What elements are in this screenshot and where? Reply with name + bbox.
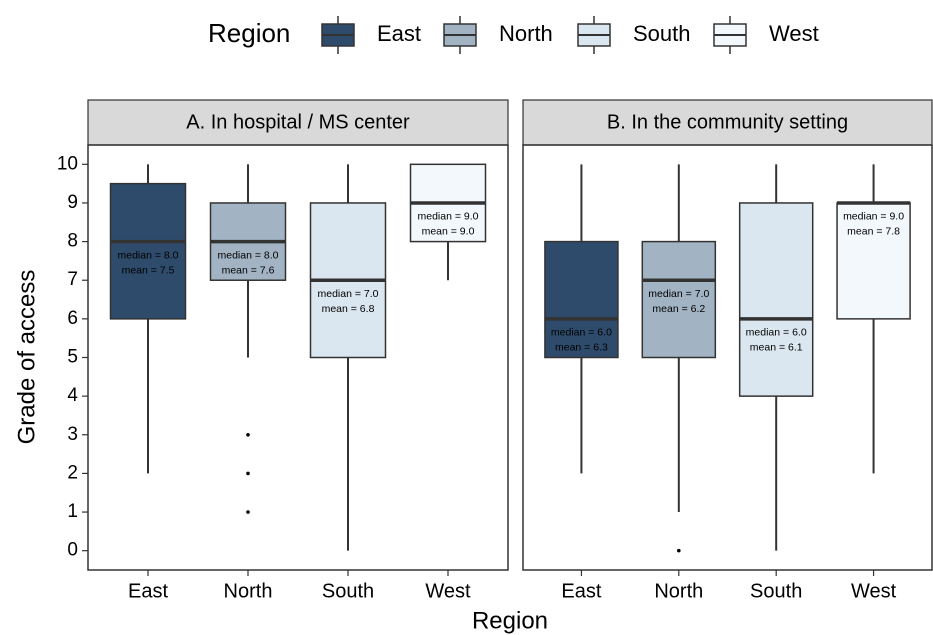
y-tick-label: 10 (57, 153, 78, 174)
median-label: median = 8.0 (217, 249, 278, 261)
y-tick-label: 9 (67, 192, 78, 213)
median-label: median = 9.0 (417, 211, 478, 223)
outlier (677, 548, 681, 553)
facet-title: B. In the community setting (607, 111, 848, 133)
median-label: median = 6.0 (551, 327, 612, 339)
y-tick-label: 6 (67, 308, 78, 329)
mean-label: mean = 7.8 (847, 226, 900, 238)
box (641, 240, 717, 359)
mean-label: mean = 9.0 (422, 226, 475, 238)
legend-label: West (769, 21, 819, 46)
median-label: median = 9.0 (843, 211, 904, 223)
mean-label: mean = 6.1 (750, 342, 803, 354)
y-tick-label: 0 (67, 540, 78, 561)
box (836, 202, 911, 320)
panel-border (87, 144, 509, 571)
mean-label: mean = 7.5 (122, 264, 175, 276)
y-tick-label: 4 (67, 385, 78, 406)
mean-label: mean = 6.8 (322, 303, 375, 315)
x-tick-label: North (654, 580, 703, 602)
box (109, 182, 187, 320)
outlier (246, 432, 250, 437)
outlier (246, 510, 250, 514)
legend-label: North (499, 21, 553, 46)
x-tick-label: East (561, 580, 601, 602)
facet-strip (87, 99, 509, 146)
mean-label: mean = 6.3 (555, 342, 608, 354)
box (738, 202, 814, 397)
mean-label: mean = 7.6 (222, 264, 275, 276)
y-tick-label: 1 (67, 501, 78, 522)
legend-label: South (633, 21, 691, 46)
panel-border (522, 144, 933, 571)
y-tick-label: 7 (67, 269, 78, 290)
x-tick-label: South (322, 580, 374, 602)
outlier (246, 471, 250, 476)
y-tick-label: 8 (67, 231, 78, 252)
legend-label: East (377, 21, 421, 46)
facet-strip (522, 99, 933, 146)
y-tick-label: 5 (67, 347, 78, 368)
median-label: median = 8.0 (117, 249, 178, 261)
median-label: median = 7.0 (317, 288, 378, 300)
mean-label: mean = 6.2 (652, 303, 705, 315)
median-label: median = 7.0 (648, 288, 709, 300)
box (544, 240, 619, 359)
x-axis-label: Region (472, 607, 548, 634)
facet-title: A. In hospital / MS center (186, 111, 410, 133)
y-axis-label: Grade of access (13, 270, 40, 445)
x-tick-label: East (128, 580, 168, 602)
median-label: median = 6.0 (746, 327, 807, 339)
x-tick-label: North (224, 580, 273, 602)
y-tick-label: 3 (67, 424, 78, 445)
x-tick-label: South (750, 580, 802, 602)
x-tick-label: West (851, 580, 897, 602)
x-tick-label: West (425, 580, 471, 602)
y-tick-label: 2 (67, 462, 78, 483)
legend-title: Region (208, 18, 290, 48)
